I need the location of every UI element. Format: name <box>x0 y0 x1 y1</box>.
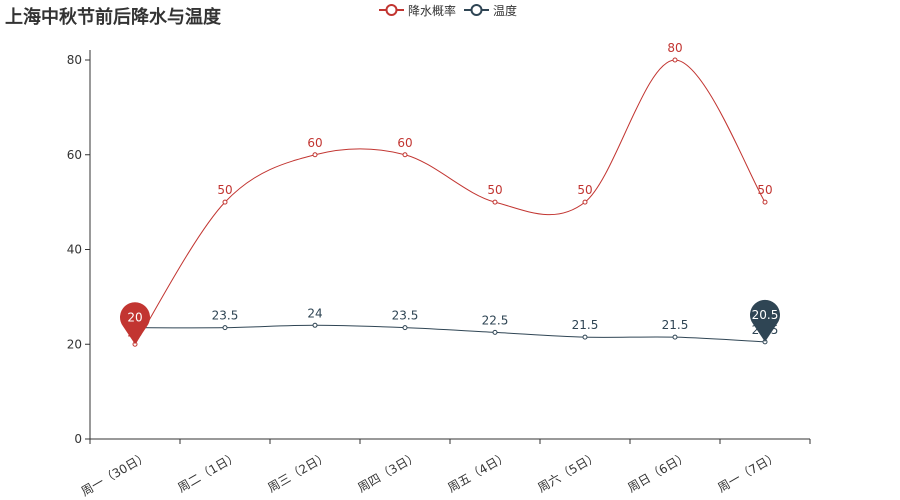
x-tick-label-0: 周一（30日） <box>79 449 151 499</box>
data-label-s1-2: 24 <box>307 306 322 320</box>
data-label-s1-1: 23.5 <box>212 309 239 323</box>
data-point-s0-3 <box>402 152 408 158</box>
y-tick-label-3: 60 <box>67 148 82 162</box>
data-label-s0-7: 50 <box>757 183 772 197</box>
legend: 降水概率 温度 <box>379 2 525 18</box>
y-tick-label-0: 0 <box>74 432 82 446</box>
data-label-s0-3: 60 <box>397 136 412 150</box>
legend-item-precipitation[interactable]: 降水概率 <box>379 2 456 19</box>
data-point-s1-5 <box>582 334 588 340</box>
mark-point-pin-1 <box>750 299 781 342</box>
data-label-s1-5: 21.5 <box>572 318 599 332</box>
data-point-s0-4 <box>492 199 498 205</box>
y-tick-label-2: 40 <box>67 243 82 257</box>
data-point-s0-6 <box>672 57 678 63</box>
x-tick-label-1: 周二（1日） <box>175 449 241 495</box>
data-point-s0-7 <box>762 199 768 205</box>
data-label-s1-3: 23.5 <box>392 309 419 323</box>
x-tick-label-4: 周五（4日） <box>445 449 511 495</box>
data-point-s0-2 <box>312 152 318 158</box>
mark-point-pin-0 <box>119 302 151 345</box>
y-tick-label-1: 20 <box>67 337 82 351</box>
chart-title: 上海中秋节前后降水与温度 <box>5 7 221 28</box>
data-label-s1-4: 22.5 <box>482 313 509 327</box>
y-tick-label-4: 80 <box>67 53 82 67</box>
legend-item-temperature[interactable]: 温度 <box>464 2 517 19</box>
x-tick-label-3: 周四（3日） <box>355 449 421 495</box>
data-point-s1-6 <box>672 334 678 340</box>
legend-label-precipitation: 降水概率 <box>408 3 457 18</box>
data-label-s0-5: 50 <box>577 183 592 197</box>
series-line-0 <box>134 59 766 345</box>
x-tick-label-5: 周六（5日） <box>535 449 601 495</box>
series-line-1 <box>134 324 766 343</box>
data-label-s0-4: 50 <box>487 183 502 197</box>
data-label-s1-6: 21.5 <box>662 318 689 332</box>
x-tick-label-7: 周一（7日） <box>715 449 781 495</box>
data-point-s1-4 <box>492 329 498 335</box>
data-point-s0-5 <box>582 199 588 205</box>
data-point-s0-1 <box>222 199 228 205</box>
x-tick-label-2: 周三（2日） <box>265 449 331 495</box>
legend-marker-temperature-icon <box>464 4 490 16</box>
mark-point-label-1: 20.5 <box>752 308 779 322</box>
data-label-s0-1: 50 <box>217 183 232 197</box>
mark-point-label-0: 20 <box>127 310 142 324</box>
data-point-s1-1 <box>222 325 228 331</box>
legend-label-temperature: 温度 <box>493 3 518 18</box>
legend-marker-precipitation-icon <box>379 4 404 16</box>
x-tick-label-6: 周日（6日） <box>625 449 691 495</box>
data-point-s1-2 <box>312 322 318 328</box>
data-point-s1-3 <box>402 325 408 331</box>
data-label-s0-6: 80 <box>667 41 682 55</box>
data-label-s0-2: 60 <box>307 136 322 150</box>
